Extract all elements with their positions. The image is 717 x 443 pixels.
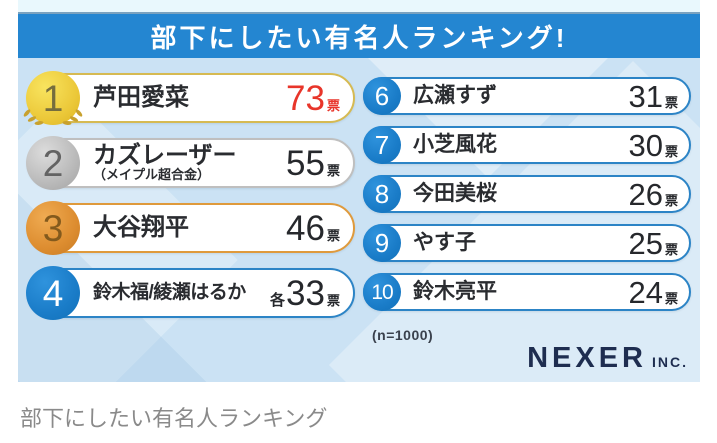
celebrity-name: 鈴木福/綾瀬はるか xyxy=(93,281,246,303)
celebrity-name-block: 鈴木福/綾瀬はるか xyxy=(93,281,246,304)
ranking-row: 8 今田美桜 26 票 xyxy=(363,175,691,213)
vote-unit: 票 xyxy=(326,97,340,113)
vote-count: 46 票 xyxy=(286,211,353,246)
celebrity-name-block: 広瀬すず xyxy=(413,83,497,108)
rank-number: 8 xyxy=(374,179,390,209)
vote-count: 26 票 xyxy=(629,179,690,210)
rank-number: 7 xyxy=(374,130,390,160)
vote-count: 30 票 xyxy=(629,130,690,161)
celebrity-name: カズレーザー xyxy=(93,141,237,169)
ranking-row: 6 広瀬すず 31 票 xyxy=(363,77,691,115)
ranking-column-right: 6 広瀬すず 31 票 7 小芝風花 30 票 8 xyxy=(363,77,691,322)
vote-count: 各 33 票 xyxy=(270,276,353,311)
ranking-row: 10 鈴木亮平 24 票 xyxy=(363,273,691,311)
vote-unit: 票 xyxy=(326,292,340,308)
vote-unit: 票 xyxy=(326,162,340,178)
ranking-column-left: 1 芦田愛菜 73 票 2 カズレーザー （メイプル超合金） xyxy=(23,71,355,333)
vote-unit: 票 xyxy=(664,143,678,159)
celebrity-name-block: 大谷翔平 xyxy=(93,215,189,241)
rank-badge: 8 xyxy=(363,175,401,213)
rank-badge: 10 xyxy=(363,273,401,311)
vote-unit: 票 xyxy=(664,94,678,110)
ranking-row: 3 大谷翔平 46 票 xyxy=(26,201,355,255)
vote-count: 24 票 xyxy=(629,277,690,308)
celebrity-name-block: カズレーザー （メイプル超合金） xyxy=(93,141,237,184)
ranking-infographic: 部下にしたい有名人ランキング! 1 芦田愛菜 73 票 2 xyxy=(18,0,700,382)
rank-number: 3 xyxy=(42,207,64,249)
ranking-row: 9 やす子 25 票 xyxy=(363,224,691,262)
rank-number: 2 xyxy=(42,142,64,184)
nexer-logo: NEXER INC. xyxy=(527,342,688,375)
vote-number: 55 xyxy=(286,143,325,183)
ranking-row: 7 小芝風花 30 票 xyxy=(363,126,691,164)
celebrity-name-block: 今田美桜 xyxy=(413,181,497,206)
celebrity-name-block: 小芝風花 xyxy=(413,132,497,157)
vote-number: 73 xyxy=(286,78,325,118)
celebrity-name: 今田美桜 xyxy=(413,181,497,205)
logo-suffix-text: INC. xyxy=(652,354,688,370)
infographic-title: 部下にしたい有名人ランキング! xyxy=(150,22,568,53)
rank-number: 9 xyxy=(374,228,390,258)
ranking-row: 4 鈴木福/綾瀬はるか 各 33 票 xyxy=(26,266,355,320)
rank-number: 10 xyxy=(371,280,393,304)
rank-badge: 6 xyxy=(363,77,401,115)
vote-unit: 票 xyxy=(664,290,678,306)
rank-number: 4 xyxy=(42,272,64,314)
rank-badge: 3 xyxy=(26,201,80,255)
rank-badge: 4 xyxy=(26,266,80,320)
vote-unit: 票 xyxy=(664,192,678,208)
top-strip xyxy=(18,0,700,12)
ranking-row: 2 カズレーザー （メイプル超合金） 55 票 xyxy=(26,136,355,190)
celebrity-name: 小芝風花 xyxy=(413,132,497,156)
vote-number: 46 xyxy=(286,208,325,248)
celebrity-name-block: やす子 xyxy=(413,230,476,255)
vote-prefix: 各 xyxy=(270,291,286,309)
celebrity-name: 大谷翔平 xyxy=(93,214,189,242)
rank-badge: 2 xyxy=(26,136,80,190)
image-caption: 部下にしたい有名人ランキング xyxy=(20,406,328,431)
sample-size-note: (n=1000) xyxy=(372,327,434,343)
celebrity-name: 鈴木亮平 xyxy=(413,279,497,303)
vote-number: 26 xyxy=(628,176,663,212)
vote-number: 25 xyxy=(628,225,663,261)
ranking-row: 1 芦田愛菜 73 票 xyxy=(23,71,355,125)
celebrity-name: やす子 xyxy=(413,230,476,254)
vote-count: 25 票 xyxy=(629,228,690,259)
rank-badge: 9 xyxy=(363,224,401,262)
rank-badge: 1 xyxy=(23,71,83,125)
rank-number: 1 xyxy=(42,77,64,119)
vote-number: 24 xyxy=(628,274,663,310)
celebrity-name-block: 芦田愛菜 xyxy=(93,85,189,111)
vote-count: 73 票 xyxy=(286,81,353,116)
celebrity-subtitle: （メイプル超合金） xyxy=(93,167,211,183)
rank-badge: 7 xyxy=(363,126,401,164)
title-banner: 部下にしたい有名人ランキング! xyxy=(18,12,700,58)
vote-count: 55 票 xyxy=(286,146,353,181)
vote-number: 31 xyxy=(628,78,663,114)
vote-unit: 票 xyxy=(326,227,340,243)
celebrity-name: 広瀬すず xyxy=(413,83,497,107)
rank-number: 6 xyxy=(374,81,390,111)
logo-main-text: NEXER xyxy=(527,342,647,374)
celebrity-name: 芦田愛菜 xyxy=(93,84,189,112)
celebrity-name-block: 鈴木亮平 xyxy=(413,279,497,304)
vote-number: 30 xyxy=(628,127,663,163)
laurel-icon xyxy=(23,109,83,125)
vote-number: 33 xyxy=(286,273,325,313)
vote-count: 31 票 xyxy=(629,81,690,112)
vote-unit: 票 xyxy=(664,241,678,257)
